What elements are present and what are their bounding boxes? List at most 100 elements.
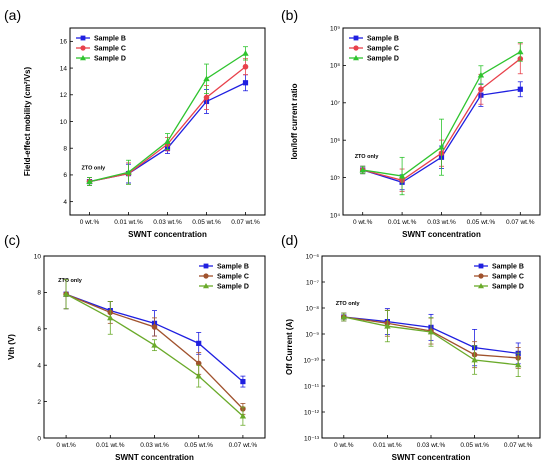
y-tick-label: 12: [60, 92, 68, 99]
y-tick-label: 10⁻⁹: [306, 331, 320, 338]
panel-d: (d) 10⁻¹³ 10⁻¹² 10⁻¹¹ 10⁻¹⁰ 10⁻⁹ 10⁻⁸ 10⁻⁷ 10⁻⁶ 0…: [281, 232, 541, 462]
annotation-zto-only: ZTO only: [336, 301, 361, 307]
data-point: [398, 172, 406, 179]
x-tick-label: 0.05 wt.%: [184, 442, 213, 449]
data-point: [438, 143, 445, 150]
legend-marker: [80, 35, 86, 41]
legend-marker: [478, 263, 484, 269]
x-tick-label: 0.07 wt.%: [229, 442, 258, 449]
legend: Sample B Sample C Sample D: [349, 36, 399, 63]
legend-label: Sample B: [492, 264, 524, 271]
y-tick-label: 10⁻¹¹: [304, 383, 320, 390]
legend-marker: [80, 55, 86, 61]
legend-label: Sample D: [94, 56, 126, 63]
panel-label: (b): [281, 7, 298, 23]
series-line: [89, 66, 246, 183]
y-tick-label: 4: [63, 199, 67, 206]
data-point: [195, 360, 202, 367]
legend-label: Sample C: [94, 46, 126, 53]
legend-label: Sample B: [217, 264, 249, 271]
legend-marker: [478, 283, 484, 289]
y-tick-label: 10⁻⁶: [306, 253, 320, 260]
series-line: [89, 52, 246, 183]
legend-label: Sample D: [367, 56, 399, 63]
y-tick-label: 4: [37, 363, 41, 370]
y-tick-label: 6: [37, 326, 41, 333]
y-tick-label: 10⁹: [330, 25, 340, 32]
data-point: [242, 80, 249, 86]
data-point: [471, 356, 478, 363]
data-point: [242, 63, 249, 70]
y-tick-label: 10⁻¹⁰: [304, 356, 320, 364]
y-tick-label: 8: [37, 290, 41, 297]
legend-label: Sample B: [94, 36, 126, 43]
legend-label: Sample C: [492, 274, 524, 281]
legend-marker: [203, 273, 209, 279]
data-point: [195, 372, 202, 379]
x-tick-label: 0.07 wt.%: [231, 219, 260, 226]
panel-label: (c): [4, 232, 20, 248]
x-tick-label: 0.01 wt.%: [373, 442, 402, 449]
data-point: [477, 71, 485, 78]
x-tick-label: 0.05 wt.%: [467, 219, 496, 226]
data-point: [62, 291, 70, 297]
x-tick-label: 0.07 wt.%: [504, 442, 533, 449]
x-axis-label: SWNT concentration: [115, 453, 194, 462]
data-point: [478, 86, 484, 93]
legend-marker: [353, 45, 359, 51]
annotation-zto-only: ZTO only: [355, 154, 380, 160]
series-line: [89, 82, 246, 183]
data-point: [196, 340, 202, 346]
data-point: [203, 94, 210, 101]
legend-marker: [353, 55, 359, 61]
y-tick-label: 10⁴: [330, 212, 340, 219]
legend-label: Sample C: [367, 46, 399, 53]
legend-label: Sample C: [217, 274, 249, 281]
y-tick-label: 10⁻⁷: [306, 279, 320, 286]
x-tick-label: 0.03 wt.%: [140, 442, 169, 449]
data-point: [164, 138, 171, 144]
x-tick-label: 0.07 wt.%: [506, 219, 535, 226]
y-tick-label: 6: [63, 172, 67, 179]
y-tick-label: 14: [60, 65, 68, 72]
data-point: [340, 313, 347, 320]
annotation-zto-only: ZTO only: [82, 166, 107, 172]
legend-marker: [203, 283, 209, 289]
panel-b: (b) 10⁴ 10⁵ 10⁶ 10⁷ 10⁸ 10⁹ 0 wt.% 0.01 wt.% 0.03…: [281, 7, 541, 239]
data-point: [151, 324, 158, 330]
x-tick-label: 0 wt.%: [80, 219, 100, 226]
data-point: [515, 361, 522, 368]
data-point: [151, 341, 158, 348]
x-tick-label: 0.03 wt.%: [427, 219, 456, 226]
y-tick-label: 0: [37, 435, 41, 442]
data-point: [384, 322, 391, 329]
series-sample-d: [340, 310, 522, 377]
y-tick-label: 2: [37, 399, 41, 406]
y-axis-label: Vth (V): [7, 334, 16, 360]
x-axis-label: SWNT concentration: [128, 230, 207, 239]
legend-marker: [353, 35, 359, 41]
y-tick-label: 10: [34, 253, 42, 260]
x-tick-label: 0.01 wt.%: [388, 219, 417, 226]
legend-label: Sample D: [492, 284, 524, 291]
y-tick-label: 10⁷: [330, 100, 340, 107]
x-tick-label: 0 wt.%: [334, 442, 354, 449]
legend: Sample B Sample C Sample D: [474, 264, 524, 291]
x-axis-label: SWNT concentration: [392, 453, 471, 462]
legend-marker: [203, 263, 209, 269]
series-sample-d: [359, 42, 524, 196]
x-tick-label: 0.05 wt.%: [192, 219, 221, 226]
x-tick-label: 0.01 wt.%: [114, 219, 143, 226]
data-point: [517, 86, 523, 92]
y-tick-label: 10⁻¹²: [304, 409, 320, 416]
data-point: [427, 328, 435, 335]
y-tick-label: 10⁻¹³: [304, 435, 320, 442]
y-tick-label: 10: [60, 119, 68, 126]
x-tick-label: 0.03 wt.%: [417, 442, 446, 449]
x-tick-label: 0.01 wt.%: [96, 442, 125, 449]
x-tick-label: 0.03 wt.%: [153, 219, 182, 226]
data-point: [107, 314, 114, 321]
data-point: [203, 75, 210, 82]
y-tick-label: 16: [60, 39, 68, 46]
panel-a: (a) 4 6 8 10 12 14 16 0 wt.% 0.01 wt.% 0.03 wt.% 0.…: [4, 7, 266, 239]
